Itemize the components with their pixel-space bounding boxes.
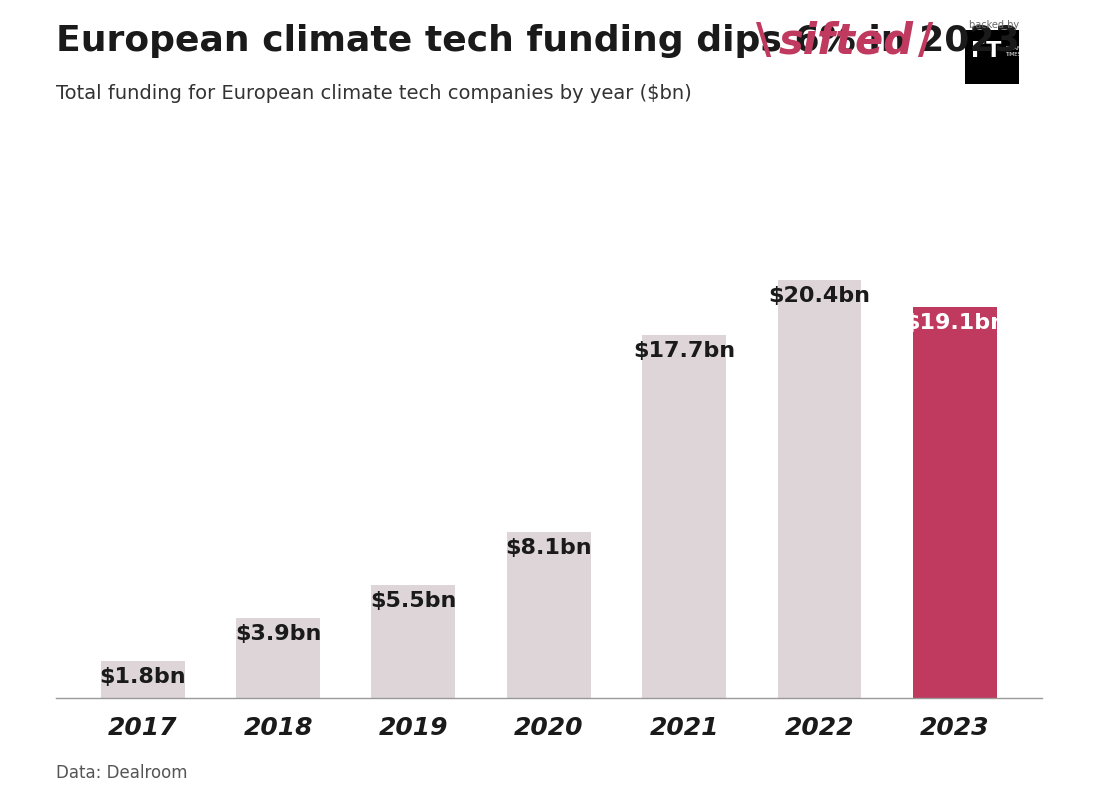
Text: Data: Dealroom: Data: Dealroom [56, 764, 187, 782]
Text: $3.9bn: $3.9bn [235, 624, 321, 644]
Text: backed by: backed by [969, 20, 1019, 30]
Bar [777, 280, 861, 698]
Bar [507, 532, 590, 698]
Bar [372, 585, 456, 698]
Text: $1.8bn: $1.8bn [100, 667, 186, 687]
Text: Total funding for European climate tech companies by year ($bn): Total funding for European climate tech … [56, 84, 692, 103]
Text: sifted: sifted [778, 20, 914, 62]
Text: $17.7bn: $17.7bn [633, 342, 735, 362]
Text: European climate tech funding dips 6% in 2023: European climate tech funding dips 6% in… [56, 24, 1019, 58]
Text: $19.1bn: $19.1bn [904, 313, 1006, 333]
Bar [642, 335, 726, 698]
Text: \: \ [756, 20, 772, 62]
Bar [913, 306, 997, 698]
Text: $5.5bn: $5.5bn [371, 591, 457, 611]
Text: $20.4bn: $20.4bn [768, 286, 870, 306]
Bar [236, 618, 320, 698]
Text: /: / [918, 20, 934, 62]
Text: $8.1bn: $8.1bn [505, 538, 592, 558]
Bar [101, 661, 185, 698]
Text: FINANCIAL
TIMES: FINANCIAL TIMES [1006, 46, 1034, 57]
Text: FT: FT [971, 42, 1001, 62]
